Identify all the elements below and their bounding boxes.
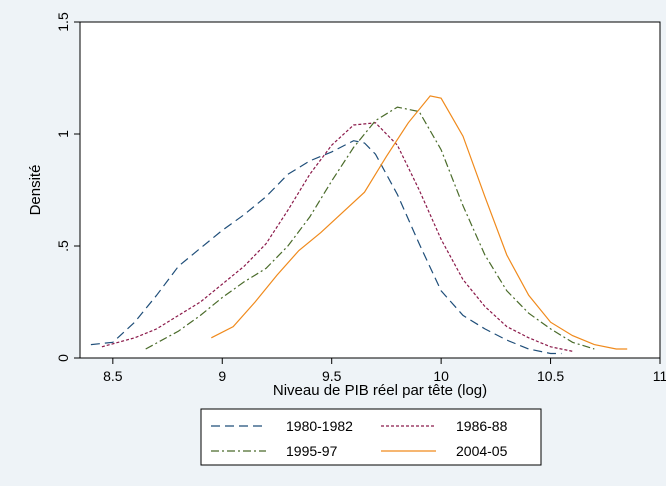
y-tick-label: 1.5: [55, 12, 71, 32]
x-tick-label: 8.5: [103, 368, 123, 384]
series-layer: [90, 95, 628, 355]
axes-group: 8.5 9 9.5 10 10.5 11 0 .5 1 1.5: [55, 12, 666, 384]
legend-box: [200, 408, 542, 466]
x-axis-label: Niveau de PIB réel par tête (log): [273, 382, 487, 399]
series-line-1986-88: [101, 122, 573, 352]
y-tick-label: .5: [55, 240, 71, 252]
x-tick-label: 9: [218, 368, 226, 384]
y-tick-label: 1: [55, 130, 71, 138]
x-tick-label: 11: [653, 368, 666, 384]
legend-label: 1980-1982: [286, 418, 353, 434]
x-tick-label: 9.5: [322, 368, 342, 384]
plot-area: [79, 21, 661, 359]
x-tick-label: 10.5: [537, 368, 564, 384]
legend-label: 1986-88: [456, 418, 508, 434]
series-line-1995-97: [145, 106, 595, 350]
series-line-2004-05: [211, 95, 628, 350]
legend-label: 1995-97: [286, 443, 338, 459]
legend-label: 2004-05: [456, 443, 508, 459]
legend: 1980-1982 1986-88 1995-97 2004-05: [200, 408, 542, 466]
y-tick-label: 0: [55, 354, 71, 362]
series-line-1980-1982: [90, 140, 562, 355]
y-axis-label: Densité: [27, 165, 44, 216]
x-tick-label: 10: [433, 368, 449, 384]
